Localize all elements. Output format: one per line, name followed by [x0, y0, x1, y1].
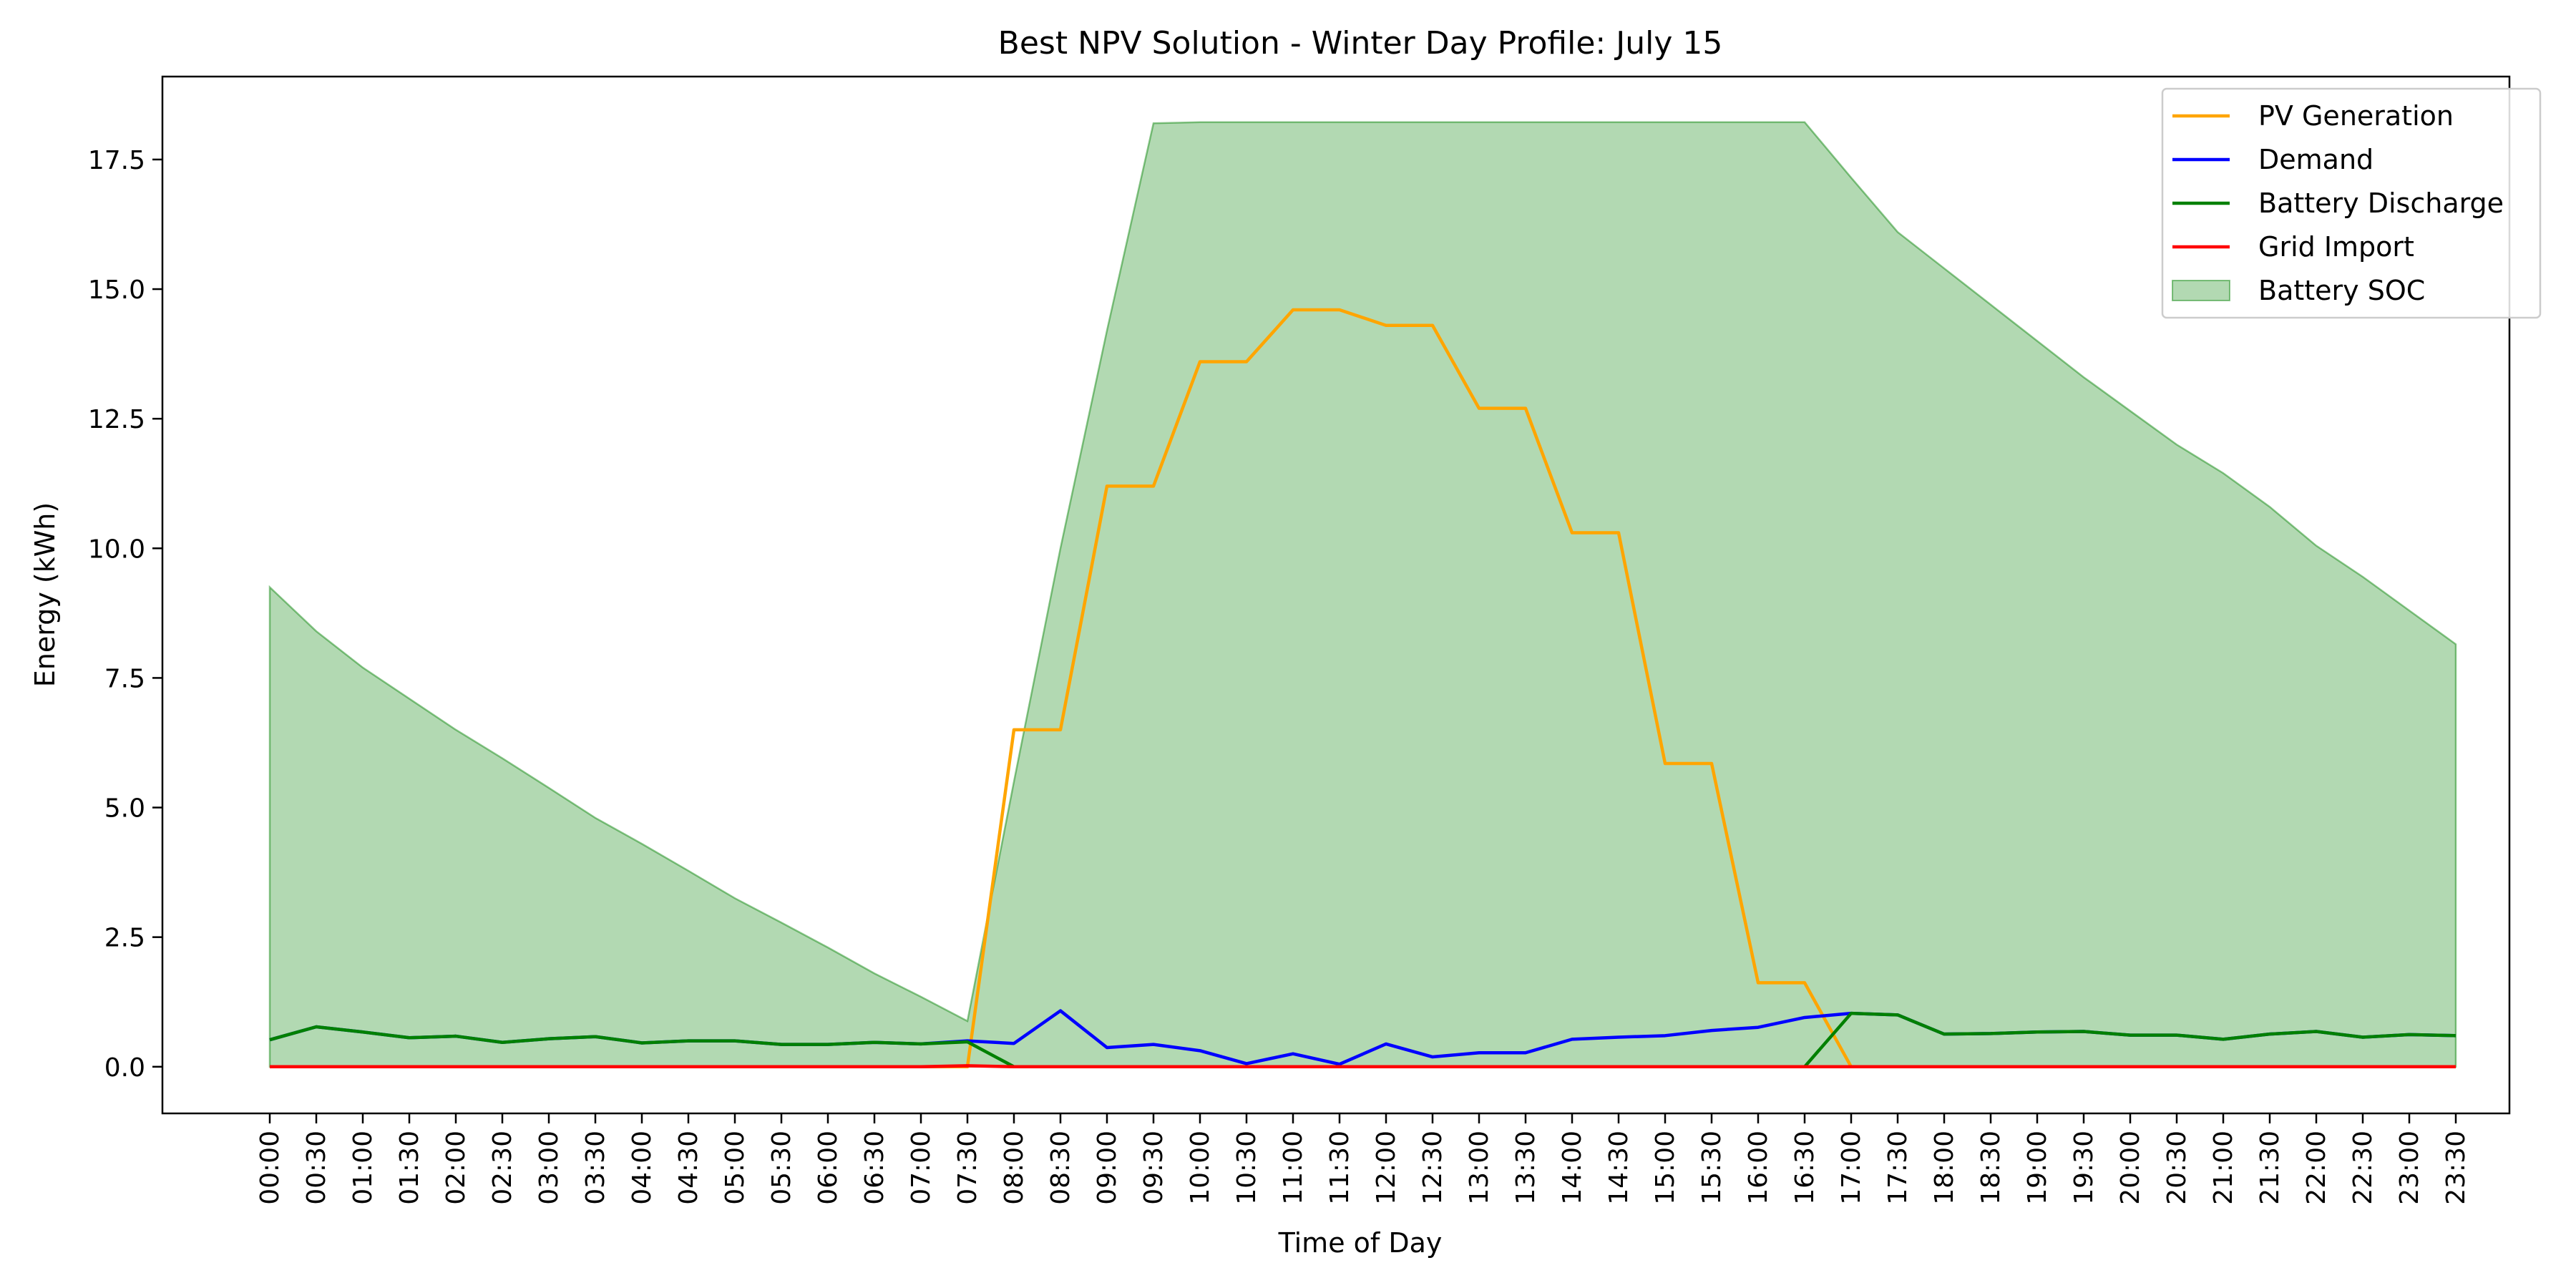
x-tick-label: 16:00 — [1744, 1131, 1773, 1205]
x-tick-label: 07:30 — [953, 1131, 982, 1205]
y-tick-label: 7.5 — [104, 664, 145, 693]
x-axis: 00:00 00:30 01:00 01:30 02:00 02:30 03:00 03:30… — [255, 1113, 2471, 1205]
x-tick-label: 13:00 — [1465, 1131, 1494, 1205]
x-tick-label: 17:30 — [1883, 1131, 1913, 1205]
legend-label-grid-import: Grid Import — [2258, 231, 2414, 263]
plot-area — [268, 121, 2457, 1069]
x-tick-label: 18:00 — [1930, 1131, 1959, 1205]
x-tick-label: 15:00 — [1651, 1131, 1680, 1205]
x-tick-label: 23:30 — [2441, 1131, 2471, 1205]
x-tick-label: 22:00 — [2302, 1131, 2331, 1205]
x-tick-label: 20:30 — [2162, 1131, 2192, 1205]
x-tick-label: 02:30 — [488, 1131, 517, 1205]
x-tick-label: 10:30 — [1232, 1131, 1262, 1205]
x-tick-label: 21:00 — [2209, 1131, 2238, 1205]
y-tick-label: 17.5 — [88, 146, 145, 175]
x-tick-label: 01:30 — [395, 1131, 424, 1205]
y-tick-label: 2.5 — [104, 924, 145, 953]
y-tick-label: 12.5 — [88, 405, 145, 434]
x-tick-label: 19:00 — [2023, 1131, 2052, 1205]
x-tick-label: 16:30 — [1790, 1131, 1820, 1205]
x-tick-label: 21:30 — [2255, 1131, 2285, 1205]
x-tick-label: 08:00 — [1000, 1131, 1029, 1205]
y-axis: 0.0 2.5 5.0 7.5 10.0 12.5 15.0 17.5 — [88, 146, 162, 1083]
x-tick-label: 07:00 — [907, 1131, 936, 1205]
x-tick-label: 18:30 — [1976, 1131, 2006, 1205]
x-tick-label: 01:00 — [348, 1131, 378, 1205]
x-tick-label: 10:00 — [1186, 1131, 1215, 1205]
y-tick-label: 15.0 — [88, 275, 145, 305]
x-tick-label: 09:00 — [1093, 1131, 1122, 1205]
x-tick-label: 17:00 — [1837, 1131, 1866, 1205]
y-tick-label: 10.0 — [88, 535, 145, 564]
legend: PV Generation Demand Battery Discharge Grid… — [2161, 87, 2542, 319]
x-tick-label: 13:30 — [1511, 1131, 1541, 1205]
x-tick-label: 08:30 — [1046, 1131, 1075, 1205]
x-tick-label: 14:00 — [1558, 1131, 1587, 1205]
legend-label-pv-generation: PV Generation — [2258, 100, 2454, 132]
x-tick-label: 15:30 — [1697, 1131, 1727, 1205]
y-tick-label: 5.0 — [104, 794, 145, 824]
x-tick-label: 05:00 — [721, 1131, 750, 1205]
x-tick-label: 11:30 — [1325, 1131, 1355, 1205]
x-tick-label: 06:30 — [860, 1131, 889, 1205]
x-tick-label: 12:30 — [1418, 1131, 1448, 1205]
x-tick-label: 00:30 — [302, 1131, 331, 1205]
x-axis-label: Time of Day — [1278, 1227, 1443, 1259]
x-tick-label: 04:30 — [674, 1131, 703, 1205]
area-battery-soc — [268, 121, 2457, 1068]
x-tick-label: 20:00 — [2116, 1131, 2145, 1205]
x-tick-label: 05:30 — [767, 1131, 796, 1205]
x-tick-label: 23:00 — [2395, 1131, 2424, 1205]
chart-title: Best NPV Solution - Winter Day Profile: … — [998, 25, 1723, 62]
x-tick-label: 04:00 — [628, 1131, 657, 1205]
x-tick-label: 06:00 — [814, 1131, 843, 1205]
x-tick-label: 14:30 — [1604, 1131, 1634, 1205]
legend-box — [2161, 87, 2542, 319]
line-grid-import — [270, 1064, 2456, 1069]
x-tick-label: 03:00 — [535, 1131, 564, 1205]
x-tick-label: 09:30 — [1139, 1131, 1169, 1205]
x-tick-label: 22:30 — [2348, 1131, 2378, 1205]
x-tick-label: 19:30 — [2069, 1131, 2099, 1205]
legend-label-demand: Demand — [2258, 144, 2373, 175]
legend-swatch-battery-soc — [2172, 280, 2230, 301]
x-tick-label: 03:30 — [581, 1131, 610, 1205]
x-tick-label: 00:00 — [255, 1131, 285, 1205]
x-tick-label: 11:00 — [1279, 1131, 1308, 1205]
x-tick-label: 02:00 — [441, 1131, 471, 1205]
legend-label-battery-discharge: Battery Discharge — [2258, 187, 2504, 219]
y-tick-label: 0.0 — [104, 1053, 145, 1083]
y-axis-label: Energy (kWh) — [29, 502, 61, 687]
x-tick-label: 12:00 — [1372, 1131, 1401, 1205]
legend-label-battery-soc: Battery SOC — [2258, 275, 2425, 306]
axes-frame — [161, 75, 2511, 1115]
